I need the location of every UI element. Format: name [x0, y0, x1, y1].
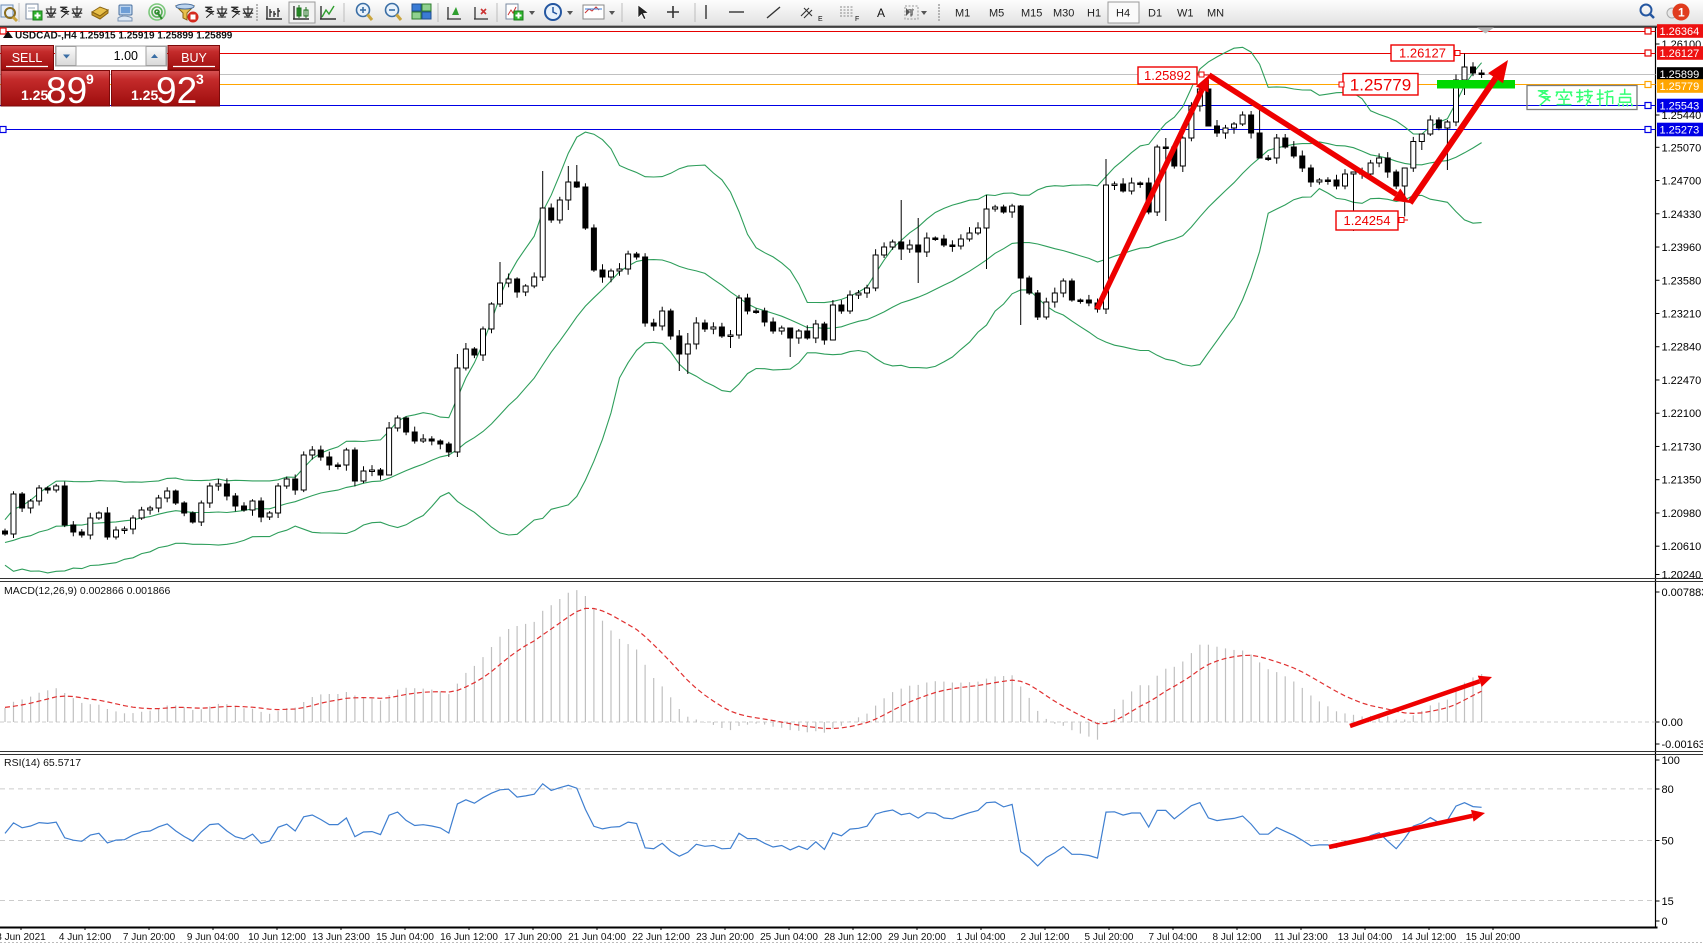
svg-text:22 Jun 12:00: 22 Jun 12:00 — [632, 932, 690, 943]
svg-text:4 Jun 12:00: 4 Jun 12:00 — [59, 932, 112, 943]
svg-text:23 Jun 20:00: 23 Jun 20:00 — [696, 932, 754, 943]
svg-text:SELL: SELL — [12, 51, 43, 65]
svg-text:M15: M15 — [1021, 8, 1042, 20]
svg-text:9 Jun 04:00: 9 Jun 04:00 — [187, 932, 240, 943]
svg-text:1.26364: 1.26364 — [1660, 26, 1700, 38]
svg-text:1.25070: 1.25070 — [1662, 142, 1702, 154]
svg-text:MN: MN — [1207, 8, 1224, 20]
svg-text:1.24254: 1.24254 — [1344, 213, 1391, 228]
svg-text:1.25: 1.25 — [131, 87, 158, 103]
svg-text:0.00: 0.00 — [1662, 717, 1683, 729]
svg-text:H4: H4 — [1116, 8, 1130, 20]
svg-text:1.22470: 1.22470 — [1662, 375, 1702, 387]
svg-text:14 Jul 12:00: 14 Jul 12:00 — [1402, 932, 1457, 943]
svg-text:1.25: 1.25 — [21, 87, 48, 103]
svg-text:7 Jun 20:00: 7 Jun 20:00 — [123, 932, 176, 943]
svg-text:USDCAD-,H4 1.25915 1.25919 1.: USDCAD-,H4 1.25915 1.25919 1.25899 1.258… — [15, 31, 233, 42]
svg-text:89: 89 — [46, 70, 87, 111]
svg-text:100: 100 — [1662, 755, 1680, 767]
svg-text:7 Jul 04:00: 7 Jul 04:00 — [1149, 932, 1198, 943]
svg-text:1.20980: 1.20980 — [1662, 508, 1702, 520]
svg-text:1.23580: 1.23580 — [1662, 275, 1702, 287]
svg-text:15 Jun 04:00: 15 Jun 04:00 — [376, 932, 434, 943]
svg-text:F: F — [855, 16, 859, 23]
svg-text:13 Jun 23:00: 13 Jun 23:00 — [312, 932, 370, 943]
svg-text:M1: M1 — [955, 8, 970, 20]
svg-text:3 Jun 2021: 3 Jun 2021 — [0, 932, 46, 943]
svg-text:A: A — [877, 6, 885, 20]
svg-text:5 Jul 20:00: 5 Jul 20:00 — [1085, 932, 1134, 943]
svg-text:1.25779: 1.25779 — [1350, 75, 1411, 94]
svg-text:3: 3 — [196, 71, 204, 87]
svg-text:D1: D1 — [1148, 8, 1162, 20]
svg-text:1: 1 — [1678, 6, 1685, 20]
svg-text:1.23210: 1.23210 — [1662, 309, 1702, 321]
svg-text:13 Jul 04:00: 13 Jul 04:00 — [1338, 932, 1393, 943]
svg-text:H1: H1 — [1087, 8, 1101, 20]
svg-text:9: 9 — [86, 71, 94, 87]
svg-text:1.22840: 1.22840 — [1662, 342, 1702, 354]
svg-text:29 Jun 20:00: 29 Jun 20:00 — [888, 932, 946, 943]
svg-text:1.25440: 1.25440 — [1662, 110, 1702, 122]
svg-text:BUY: BUY — [181, 51, 207, 65]
svg-text:15 Jul 20:00: 15 Jul 20:00 — [1466, 932, 1521, 943]
svg-text:1.21730: 1.21730 — [1662, 441, 1702, 453]
svg-text:1.26127: 1.26127 — [1660, 48, 1700, 60]
svg-text:0.007883: 0.007883 — [1662, 587, 1703, 599]
svg-text:21 Jun 04:00: 21 Jun 04:00 — [568, 932, 626, 943]
svg-text:1.25779: 1.25779 — [1660, 81, 1700, 93]
svg-text:17 Jun 20:00: 17 Jun 20:00 — [504, 932, 562, 943]
svg-text:1.21350: 1.21350 — [1662, 475, 1702, 487]
svg-text:1.23960: 1.23960 — [1662, 242, 1702, 254]
svg-text:1.25892: 1.25892 — [1144, 68, 1191, 83]
svg-text:2 Jul 12:00: 2 Jul 12:00 — [1021, 932, 1070, 943]
svg-text:92: 92 — [156, 70, 197, 111]
svg-text:11 Jul 23:00: 11 Jul 23:00 — [1274, 932, 1328, 943]
svg-text:25 Jun 04:00: 25 Jun 04:00 — [760, 932, 818, 943]
svg-text:16 Jun 12:00: 16 Jun 12:00 — [440, 932, 498, 943]
svg-text:RSI(14) 65.5717: RSI(14) 65.5717 — [4, 757, 81, 769]
svg-text:50: 50 — [1662, 836, 1674, 848]
svg-text:1 Jul 04:00: 1 Jul 04:00 — [957, 932, 1006, 943]
svg-text:28 Jun 12:00: 28 Jun 12:00 — [824, 932, 882, 943]
svg-text:10 Jun 12:00: 10 Jun 12:00 — [248, 932, 306, 943]
svg-text:M5: M5 — [989, 8, 1004, 20]
svg-text:MACD(12,26,9) 0.002866 0.00186: MACD(12,26,9) 0.002866 0.001866 — [4, 585, 171, 597]
svg-text:M30: M30 — [1053, 8, 1074, 20]
svg-text:0: 0 — [1662, 916, 1668, 928]
svg-text:W1: W1 — [1177, 8, 1194, 20]
svg-text:1.00: 1.00 — [114, 49, 138, 63]
svg-text:15: 15 — [1662, 896, 1674, 908]
svg-text:1.22100: 1.22100 — [1662, 408, 1702, 420]
svg-text:1.25273: 1.25273 — [1660, 125, 1700, 137]
svg-text:1.26127: 1.26127 — [1399, 46, 1446, 61]
svg-text:-0.001638: -0.001638 — [1662, 739, 1703, 751]
svg-text:1.24700: 1.24700 — [1662, 176, 1702, 188]
svg-text:E: E — [818, 16, 823, 23]
svg-text:8 Jul 12:00: 8 Jul 12:00 — [1213, 932, 1262, 943]
svg-text:1.24330: 1.24330 — [1662, 209, 1702, 221]
svg-text:1.20610: 1.20610 — [1662, 541, 1702, 553]
svg-text:1.20240: 1.20240 — [1662, 570, 1702, 582]
svg-text:80: 80 — [1662, 784, 1674, 796]
